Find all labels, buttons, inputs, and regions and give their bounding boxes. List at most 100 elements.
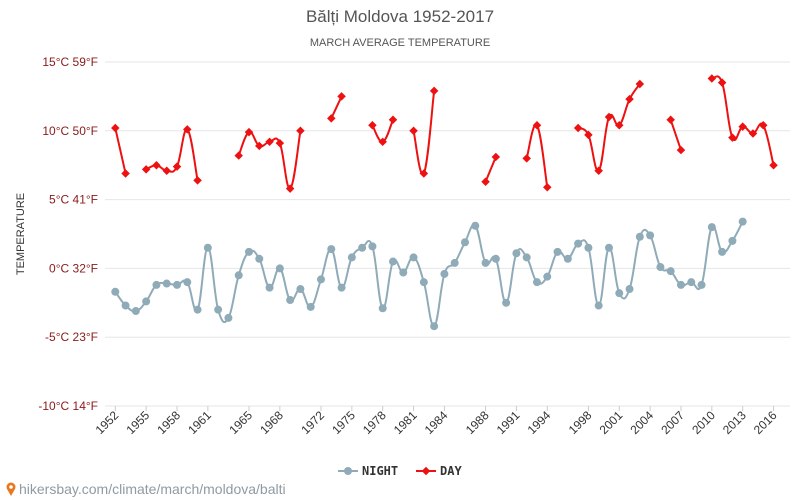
series-night-point[interactable] (707, 223, 716, 232)
series-night-point[interactable] (316, 275, 325, 284)
series-night-point[interactable] (183, 278, 192, 287)
series-night-point[interactable] (203, 243, 212, 252)
series-night-point[interactable] (388, 257, 397, 266)
series-night-point[interactable] (162, 279, 171, 288)
series-night-point[interactable] (481, 258, 490, 267)
series-day-point[interactable] (769, 160, 778, 170)
series-night-point[interactable] (296, 285, 305, 294)
series-day-point[interactable] (234, 151, 243, 160)
series-night-point[interactable] (275, 264, 284, 273)
series-day-point[interactable] (152, 160, 161, 170)
series-night-point[interactable] (234, 271, 243, 280)
series-day-point[interactable] (121, 169, 130, 178)
series-night-point[interactable] (625, 285, 634, 294)
series-day-point[interactable] (255, 141, 264, 151)
series-day-point[interactable] (265, 137, 274, 147)
series-night-point[interactable] (615, 289, 624, 298)
series-day-point[interactable] (717, 78, 727, 87)
series-day-point[interactable] (409, 126, 418, 136)
series-night-point[interactable] (522, 253, 531, 262)
series-night-point[interactable] (450, 258, 459, 267)
series-night-point[interactable] (563, 254, 572, 263)
series-night-point[interactable] (594, 301, 603, 310)
series-night-point[interactable] (666, 267, 675, 276)
series-day-point[interactable] (111, 123, 120, 133)
series-night-point[interactable] (358, 243, 367, 252)
series-night-point[interactable] (111, 287, 120, 296)
series-day-point[interactable] (676, 145, 686, 155)
series-night-point[interactable] (347, 253, 356, 262)
series-night-point[interactable] (265, 283, 274, 292)
series-night-point[interactable] (676, 280, 685, 289)
series-day-line (145, 128, 199, 181)
watermark[interactable]: hikersbay.com/climate/march/moldova/balt… (6, 481, 286, 497)
series-night-point[interactable] (172, 280, 181, 289)
series-day-point[interactable] (543, 182, 552, 192)
series-night-point[interactable] (193, 305, 202, 314)
series-day-point[interactable] (244, 127, 254, 137)
series-night-point[interactable] (697, 280, 706, 289)
series-day-point[interactable] (337, 92, 346, 101)
series-night-point[interactable] (440, 269, 449, 278)
series-day-point[interactable] (666, 115, 675, 125)
series-day-point[interactable] (296, 126, 305, 136)
series-day-point[interactable] (275, 138, 285, 148)
series-night-point[interactable] (152, 280, 161, 289)
series-day-point[interactable] (193, 176, 202, 185)
series-night-point[interactable] (512, 249, 521, 258)
series-night-point[interactable] (244, 247, 253, 256)
series-night-point[interactable] (502, 298, 511, 307)
series-night-point[interactable] (635, 232, 644, 241)
series-day-point[interactable] (419, 169, 429, 178)
series-day-point[interactable] (522, 154, 531, 163)
series-night-point[interactable] (646, 231, 655, 240)
series-night-point[interactable] (728, 236, 737, 245)
series-night-point[interactable] (584, 243, 593, 252)
series-night-point[interactable] (286, 296, 295, 305)
series-day-point[interactable] (327, 114, 336, 123)
series-night-point[interactable] (142, 297, 151, 306)
series-night-point[interactable] (327, 245, 336, 254)
series-night-point[interactable] (718, 247, 727, 256)
series-night-point[interactable] (337, 283, 346, 292)
series-night-point[interactable] (460, 238, 469, 247)
series-night-point[interactable] (471, 221, 480, 230)
legend-item-day[interactable]: DAY (416, 464, 462, 478)
series-day-point[interactable] (429, 86, 439, 96)
series-night-point[interactable] (224, 313, 233, 322)
series-day-point[interactable] (759, 121, 768, 130)
series-night-point[interactable] (121, 301, 130, 310)
series-night-point[interactable] (419, 278, 428, 287)
series-night-point[interactable] (656, 263, 665, 272)
series-night-point[interactable] (214, 305, 223, 314)
series-night-point[interactable] (553, 247, 562, 256)
series-day-point[interactable] (172, 162, 182, 171)
series-night-point[interactable] (368, 242, 377, 251)
series-day-point[interactable] (388, 115, 398, 125)
series-day-point[interactable] (378, 137, 387, 147)
series-night-point[interactable] (687, 278, 696, 287)
series-day-point[interactable] (625, 94, 634, 104)
series-night-point[interactable] (255, 254, 264, 263)
series-night-point[interactable] (604, 243, 613, 252)
series-night-point[interactable] (543, 272, 552, 281)
series-night-point[interactable] (574, 239, 583, 248)
series-day-point[interactable] (285, 184, 295, 193)
series-night-point[interactable] (378, 304, 387, 313)
series-day-point[interactable] (141, 165, 151, 174)
series-day-point[interactable] (491, 152, 501, 162)
series-night-point[interactable] (738, 217, 747, 226)
series-night-point[interactable] (409, 253, 418, 262)
series-night-point[interactable] (532, 278, 541, 287)
series-day-point[interactable] (707, 74, 717, 83)
series-night-point[interactable] (131, 307, 140, 316)
series-night-point[interactable] (306, 302, 315, 311)
series-day-point[interactable] (368, 121, 377, 130)
series-night-point[interactable] (491, 254, 500, 263)
series-day-point[interactable] (183, 125, 192, 134)
series-night-point[interactable] (430, 322, 439, 331)
legend-item-night[interactable]: NIGHT (338, 464, 398, 478)
series-day-point[interactable] (481, 177, 490, 186)
series-night-point[interactable] (399, 268, 408, 277)
series-day-point[interactable] (162, 166, 171, 175)
